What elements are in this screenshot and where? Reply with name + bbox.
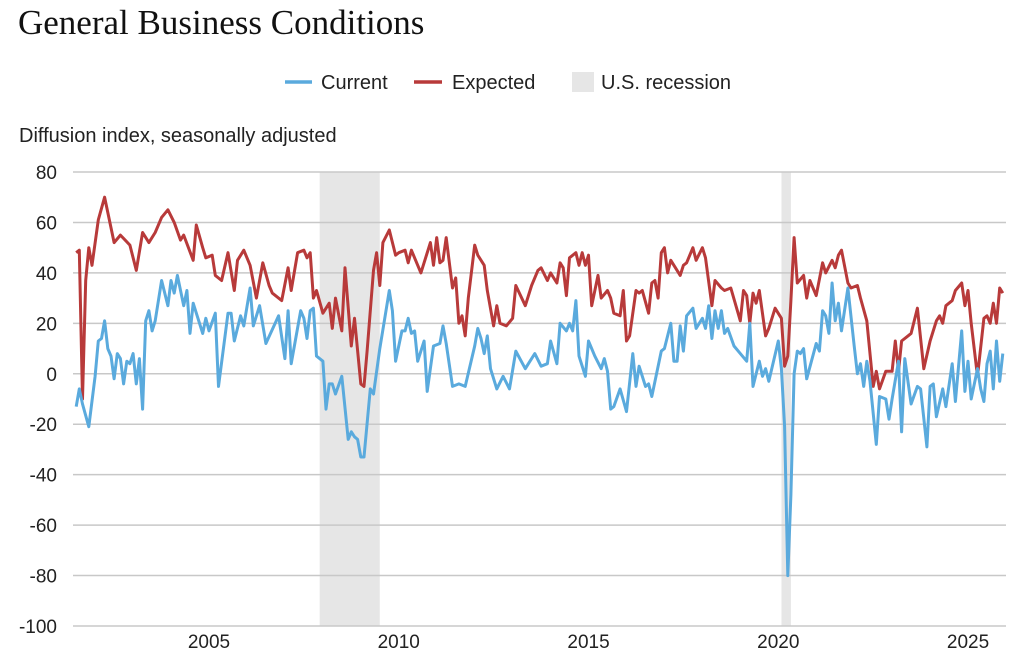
y-tick-label: 40 — [36, 264, 57, 285]
y-tick-label: -40 — [30, 466, 57, 487]
chart-title: General Business Conditions — [18, 3, 424, 42]
y-tick-label: -80 — [30, 567, 57, 588]
y-tick-label: -60 — [30, 516, 57, 537]
y-tick-label: 20 — [36, 314, 57, 335]
x-tick-label: 2005 — [188, 632, 230, 653]
x-tick-label: 2010 — [378, 632, 420, 653]
y-tick-label: 0 — [46, 365, 57, 386]
x-tick-label: 2020 — [757, 632, 799, 653]
legend-label-expected: Expected — [452, 72, 535, 94]
y-tick-label: 60 — [36, 213, 57, 234]
recession-band — [781, 172, 791, 626]
series-line-expected — [75, 195, 1005, 401]
gridlines — [73, 171, 1006, 627]
y-axis-label: Diffusion index, seasonally adjusted — [19, 125, 337, 147]
legend: Current Expected U.S. recession — [285, 72, 731, 94]
y-tick-label: -100 — [19, 617, 57, 638]
y-tick-label: -20 — [30, 415, 57, 436]
legend-swatch-recession — [572, 72, 594, 92]
x-tick-label: 2015 — [567, 632, 609, 653]
legend-label-current: Current — [321, 72, 388, 94]
x-ticks: 2005 2010 2015 2020 2025 — [188, 632, 989, 653]
series-lines — [74, 195, 1005, 578]
series-line-current — [74, 273, 1005, 578]
y-tick-label: 80 — [36, 163, 57, 184]
legend-label-recession: U.S. recession — [601, 72, 731, 94]
y-ticks: 80 60 40 20 0 -20 -40 -60 -80 -100 — [19, 163, 57, 638]
x-tick-label: 2025 — [947, 632, 989, 653]
